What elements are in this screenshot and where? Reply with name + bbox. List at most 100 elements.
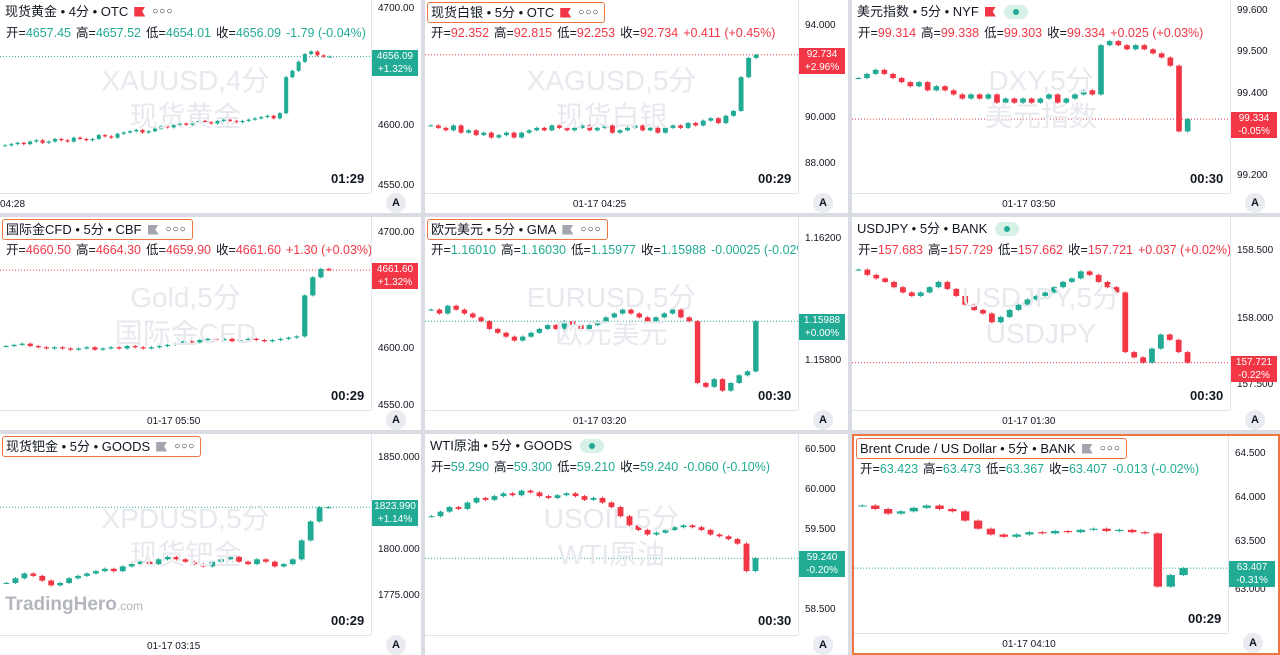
symbol-title[interactable]: 国际金CFD • 5分 • CBF ○○○ [2, 219, 193, 240]
candle-body [858, 505, 867, 507]
chart-panel[interactable]: DXY,5分 美元指数 美元指数 • 5分 • NYF 开=99.314 高=99.33… [852, 0, 1280, 213]
flag-icon[interactable] [156, 441, 168, 452]
symbol-name: WTI原油 • 5分 • GOODS [430, 438, 572, 453]
flag-icon[interactable] [562, 224, 574, 235]
price-scale[interactable]: 158.500 158.000 157.500 157.721 -0.22% [1230, 217, 1280, 410]
price-scale[interactable]: 64.500 64.000 63.500 63.000 63.407 -0.31% [1228, 436, 1278, 633]
candle-body [315, 51, 320, 56]
chart-panel[interactable]: XPDUSD,5分 现货钯金 现货钯金 • 5分 • GOODS ○○○ 1850.00… [0, 434, 421, 655]
auto-scale-button[interactable]: A [386, 635, 406, 655]
symbol-title[interactable]: Brent Crude / US Dollar • 5分 • BANK ○○○ [856, 438, 1127, 459]
auto-scale-button[interactable]: A [813, 193, 833, 213]
ohlc-values: 开=4660.50 高=4664.30 低=4659.90 收=4661.60 +1.3… [6, 239, 377, 258]
candle-body [93, 571, 99, 574]
more-options-icon[interactable]: ○○○ [1099, 443, 1121, 454]
auto-scale-button[interactable]: A [1245, 410, 1265, 430]
chart-panel[interactable]: EURUSD,5分 欧元美元 欧元美元 • 5分 • GMA ○○○ 开=1.16010… [425, 217, 848, 430]
chart-panel[interactable]: Gold,5分 国际金CFD 国际金CFD • 5分 • CBF ○○○ 开=4660.… [0, 217, 421, 430]
candle-body [21, 142, 26, 145]
ohlc-value: 59.240 [639, 460, 679, 474]
candle-body [536, 328, 543, 333]
chart-panel[interactable]: USDJPY,5分 USDJPY USDJPY • 5分 • BANK 开=157.6… [852, 217, 1280, 430]
candle-body [1025, 532, 1034, 535]
candle-body [146, 131, 151, 133]
candle-body [296, 61, 301, 71]
ohlc-l: 低=59.210 [557, 460, 615, 474]
flag-icon[interactable] [560, 7, 572, 18]
candlestick-chart[interactable] [852, 0, 1230, 193]
symbol-title[interactable]: 欧元美元 • 5分 • GMA ○○○ [427, 219, 608, 240]
symbol-title[interactable]: USDJPY • 5分 • BANK [854, 219, 1024, 238]
auto-scale-button[interactable]: A [1245, 193, 1265, 213]
time-axis[interactable]: 01-17 03:15 [0, 635, 371, 655]
chart-panel[interactable]: XAUUSD,4分 现货黄金 现货黄金 • 4分 • OTC ○○○ 开=4657.45… [0, 0, 421, 213]
candle-body [470, 313, 476, 318]
auto-scale-button[interactable]: A [813, 410, 833, 430]
ohlc-label: 开= [6, 243, 26, 257]
candle-body [968, 94, 974, 99]
flag-icon[interactable] [147, 224, 159, 235]
price-tick: 158.500 [1237, 245, 1274, 256]
time-axis[interactable] [425, 635, 798, 655]
candlestick-chart[interactable] [0, 217, 371, 410]
more-options-icon[interactable]: ○○○ [174, 441, 196, 452]
candle-body [1020, 98, 1026, 103]
candlestick-chart[interactable] [425, 434, 798, 635]
more-options-icon[interactable]: ○○○ [580, 224, 602, 235]
symbol-title[interactable]: 现货黄金 • 4分 • OTC ○○○ [2, 2, 178, 21]
price-scale[interactable]: 60.500 60.000 59.500 58.500 59.240 -0.20% [798, 434, 848, 635]
flag-icon[interactable] [984, 6, 996, 17]
candlestick-chart[interactable] [854, 436, 1228, 633]
candle-body [59, 347, 66, 349]
candle-body [662, 529, 669, 533]
time-label: 01-17 04:25 [572, 199, 627, 210]
ohlc-label: 收= [216, 26, 236, 40]
candle-body [96, 135, 101, 139]
symbol-title[interactable]: 现货白银 • 5分 • OTC ○○○ [427, 2, 606, 23]
price-scale[interactable]: 4700.004650.004600.004550.004656.09+1.32… [371, 0, 421, 193]
time-axis[interactable]: 01-17 03:50 [852, 193, 1230, 213]
time-axis[interactable]: 01-17 04:10 [854, 633, 1228, 653]
plot-area[interactable] [854, 436, 1228, 633]
auto-scale-button[interactable]: A [813, 635, 833, 655]
candlestick-chart[interactable] [0, 0, 371, 193]
candle-body [746, 57, 752, 78]
auto-scale-button[interactable]: A [386, 193, 406, 213]
more-options-icon[interactable]: ○○○ [165, 224, 187, 235]
symbol-title[interactable]: WTI原油 • 5分 • GOODS [427, 436, 609, 455]
time-axis[interactable]: 01-17 01:30 [852, 410, 1230, 430]
chart-panel[interactable]: Brent Crude / US Dollar • 5分 • BANK ○○○ 开=… [852, 434, 1280, 655]
price-scale[interactable]: 4700.00 4600.00 4550.00 4661.60 +1.32% [371, 217, 421, 411]
time-axis[interactable]: 04:28 [0, 193, 371, 213]
flag-icon[interactable] [134, 6, 146, 17]
candle-body [67, 348, 74, 350]
auto-scale-button[interactable]: A [1243, 633, 1263, 653]
flag-icon[interactable] [1081, 443, 1093, 454]
candle-body [495, 328, 501, 333]
more-options-icon[interactable]: ○○○ [578, 7, 600, 18]
price-scale[interactable]: 99.600 99.500 99.400 99.200 99.334 -0.05% [1230, 0, 1280, 193]
candlestick-chart[interactable] [852, 217, 1230, 410]
candle-body [146, 561, 153, 565]
chart-panel[interactable]: XAGUSD,5分 现货白银 现货白银 • 5分 • OTC ○○○ 开=92.352 高… [425, 0, 848, 213]
price-scale[interactable]: 1850.000 1800.000 1775.000 1823.990 +1.14% [371, 434, 421, 635]
candlestick-chart[interactable] [425, 217, 798, 410]
chart-panel[interactable]: USOIL,5分 WTI原油 WTI原油 • 5分 • GOODS 开=59.290 高… [425, 434, 848, 655]
price-scale[interactable]: 94.000 90.000 88.000 92.734 +2.96% [798, 0, 848, 193]
price-scale[interactable]: 1.16200 1.15800 1.15988 +0.00% [798, 217, 848, 410]
symbol-title[interactable]: 现货钯金 • 5分 • GOODS ○○○ [2, 436, 202, 457]
candlestick-chart[interactable] [425, 0, 798, 193]
time-axis[interactable]: 01-17 04:25 [425, 193, 798, 213]
symbol-title[interactable]: 美元指数 • 5分 • NYF [854, 2, 1033, 21]
candle-body [1060, 281, 1066, 288]
ohlc-value: 92.253 [576, 26, 616, 40]
candle-body [1024, 299, 1031, 305]
candle-body [109, 136, 114, 138]
time-axis[interactable]: 01-17 05:50 [0, 410, 371, 430]
auto-scale-button[interactable]: A [386, 410, 406, 430]
candlestick-chart[interactable] [0, 434, 371, 635]
more-options-icon[interactable]: ○○○ [152, 6, 174, 17]
time-axis[interactable]: 01-17 03:20 [425, 410, 798, 430]
ohlc-values: 开=99.314 高=99.338 低=99.303 收=99.334 +0.025 (… [858, 22, 1208, 41]
candle-body [744, 371, 751, 376]
